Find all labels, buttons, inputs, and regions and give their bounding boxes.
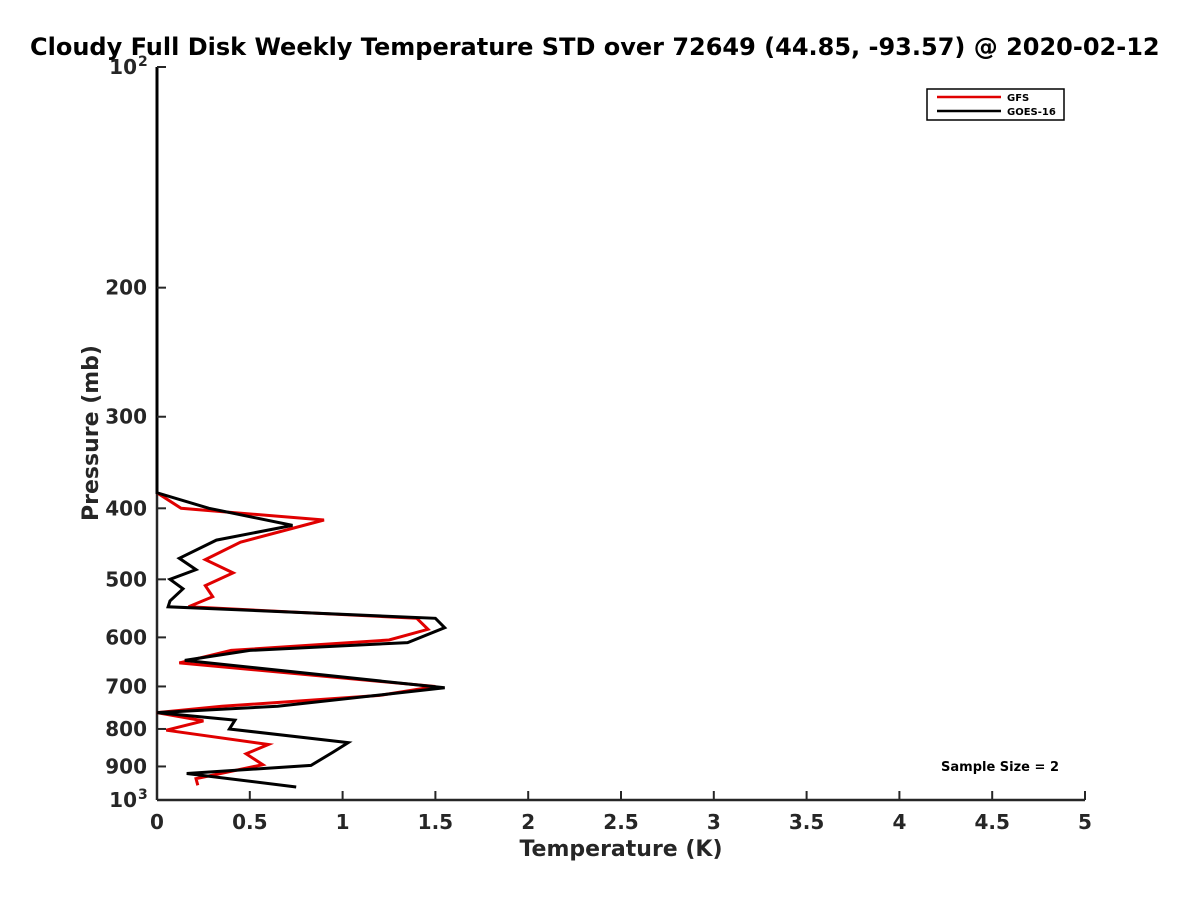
y-tick-label: 10 bbox=[109, 788, 137, 812]
legend-label: GFS bbox=[1007, 93, 1029, 104]
y-tick-label: 600 bbox=[105, 625, 147, 649]
legend-label: GOES-16 bbox=[1007, 107, 1056, 118]
y-tick-label: 200 bbox=[105, 276, 147, 300]
series-layer bbox=[155, 67, 448, 789]
x-tick-label: 4.5 bbox=[974, 810, 1009, 834]
x-tick-label: 1 bbox=[336, 810, 350, 834]
legend: GFS GOES-16 bbox=[926, 88, 1065, 121]
y-axis-label: Pressure (mb) bbox=[79, 345, 104, 521]
series-line-gfs bbox=[155, 67, 436, 786]
x-axis-ticks: 0 0.5 1 1.5 2 2.5 3 3.5 4 4.5 5 bbox=[150, 791, 1092, 834]
x-tick-label: 5 bbox=[1078, 810, 1092, 834]
x-axis-label: Temperature (K) bbox=[519, 837, 722, 862]
y-tick-label: 500 bbox=[105, 567, 147, 591]
series-line-goes-16 bbox=[155, 67, 448, 789]
x-tick-label: 4 bbox=[892, 810, 906, 834]
y-tick-exponent: 3 bbox=[138, 787, 148, 803]
legend-box bbox=[926, 88, 1065, 121]
y-tick-label: 300 bbox=[105, 405, 147, 429]
x-tick-label: 0.5 bbox=[232, 810, 267, 834]
y-tick-label: 10 bbox=[109, 55, 137, 79]
y-tick-label: 400 bbox=[105, 496, 147, 520]
chart-title: Cloudy Full Disk Weekly Temperature STD … bbox=[30, 33, 1160, 61]
y-tick-label: 900 bbox=[105, 754, 147, 778]
x-tick-label: 0 bbox=[150, 810, 164, 834]
x-tick-label: 2 bbox=[521, 810, 535, 834]
y-tick-label: 800 bbox=[105, 717, 147, 741]
x-tick-label: 2.5 bbox=[603, 810, 638, 834]
x-tick-label: 1.5 bbox=[418, 810, 453, 834]
sample-size-annotation: Sample Size = 2 bbox=[941, 760, 1059, 775]
y-tick-exponent: 2 bbox=[138, 54, 148, 70]
x-tick-label: 3.5 bbox=[789, 810, 824, 834]
y-tick-label: 700 bbox=[105, 674, 147, 698]
x-tick-label: 3 bbox=[707, 810, 721, 834]
plot-area bbox=[155, 67, 1085, 802]
